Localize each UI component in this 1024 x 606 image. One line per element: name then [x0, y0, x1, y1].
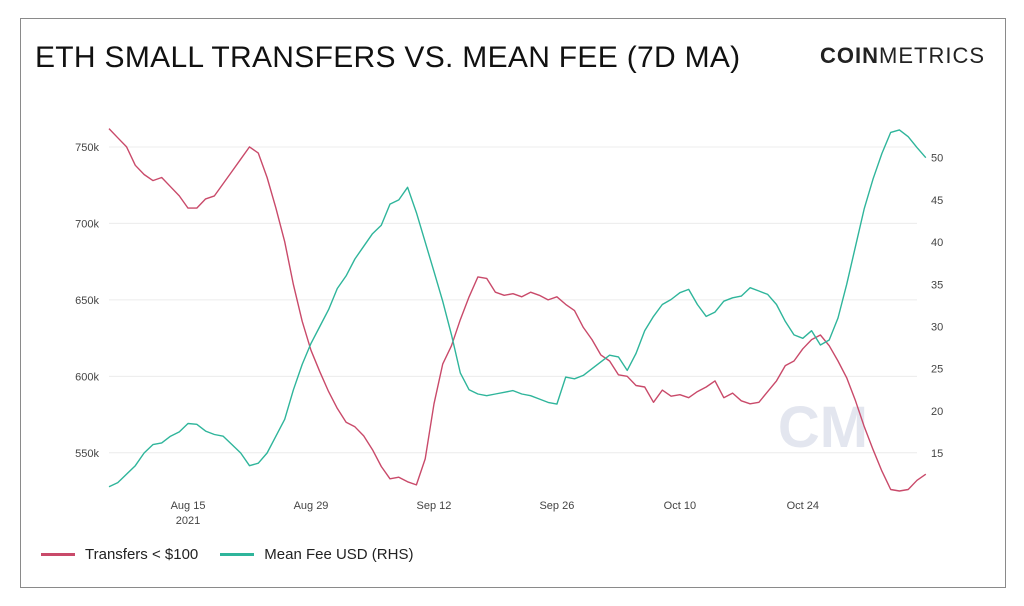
legend-label-fee: Mean Fee USD (RHS) [264, 546, 414, 563]
x-tick-sublabel: 2021 [176, 515, 200, 527]
brand-logo: COINMETRICS [820, 43, 985, 69]
watermark-logo: CM [778, 395, 868, 460]
chart-title: ETH SMALL TRANSFERS VS. MEAN FEE (7D MA) [35, 41, 741, 74]
y-left-tick-label: 650k [75, 295, 99, 307]
legend-swatch-fee [220, 553, 255, 556]
chart-frame: ETH SMALL TRANSFERS VS. MEAN FEE (7D MA)… [20, 18, 1006, 588]
y-right-tick-label: 20 [931, 406, 943, 418]
y-left-tick-label: 600k [75, 371, 99, 383]
legend-label-transfers: Transfers < $100 [85, 546, 199, 563]
legend-item-transfers[interactable]: Transfers < $100 [41, 546, 198, 563]
y-left-tick-label: 700k [75, 218, 99, 230]
series-line-transfers [108, 128, 927, 492]
y-right-tick-label: 45 [931, 195, 943, 207]
x-tick-label: Oct 24 [787, 500, 819, 512]
legend: Transfers < $100 Mean Fee USD (RHS) [41, 546, 435, 563]
y-axis-left: 550k 600k 650k 700k 750k [75, 142, 99, 460]
x-axis: Aug 15 2021 Aug 29 Sep 12 Sep 26 Oct 10 Oct 24 [171, 500, 819, 527]
series-lines [108, 128, 927, 492]
y-left-tick-label: 550k [75, 448, 99, 460]
y-right-tick-label: 50 [931, 153, 943, 165]
grid-lines [109, 146, 917, 454]
line-chart: CM 550k 600k 650k 700k 750k 15 20 25 30 35 40 45 50… [75, 128, 943, 527]
y-right-tick-label: 15 [931, 448, 943, 460]
y-axis-right: 15 20 25 30 35 40 45 50 [931, 153, 943, 460]
y-right-tick-label: 25 [931, 364, 943, 376]
legend-item-fee[interactable]: Mean Fee USD (RHS) [220, 546, 413, 563]
x-tick-label: Aug 15 [171, 500, 206, 512]
series-line-fee [108, 129, 927, 488]
x-tick-label: Oct 10 [664, 500, 696, 512]
brand-logo-bold: COIN [820, 43, 879, 68]
x-tick-label: Sep 12 [417, 500, 452, 512]
y-right-tick-label: 30 [931, 321, 943, 333]
y-right-tick-label: 40 [931, 237, 943, 249]
x-tick-label: Sep 26 [539, 500, 574, 512]
legend-swatch-transfers [41, 553, 75, 556]
brand-logo-light: METRICS [879, 43, 985, 68]
x-tick-label: Aug 29 [294, 500, 329, 512]
y-left-tick-label: 750k [75, 142, 99, 154]
y-right-tick-label: 35 [931, 279, 943, 291]
